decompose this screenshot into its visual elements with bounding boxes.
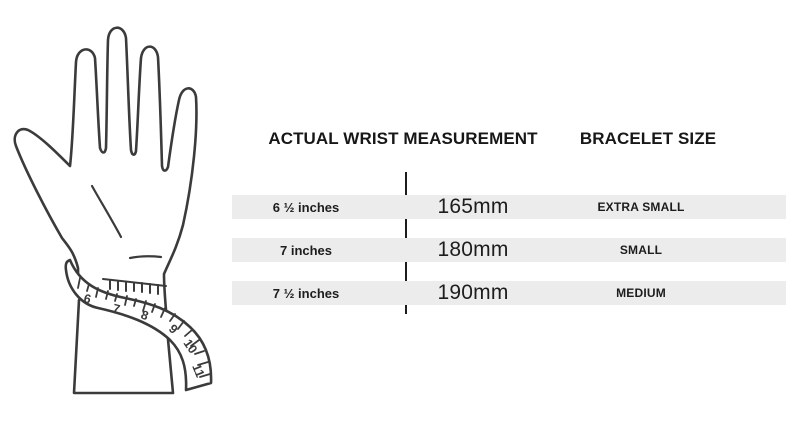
header-actual-wrist-measurement: ACTUAL WRIST MEASUREMENT bbox=[268, 129, 538, 148]
table-row-medium: 7 ½ inches 190mm MEDIUM bbox=[232, 281, 786, 305]
tape-number-11: 11 bbox=[189, 362, 207, 380]
bracelet-size-value: SMALL bbox=[619, 243, 663, 257]
palm-crease bbox=[90, 184, 123, 239]
wrist-mm-value: 165mm bbox=[437, 195, 509, 218]
wrist-mm-value: 190mm bbox=[437, 281, 509, 304]
tape-number-10: 10 bbox=[181, 337, 200, 356]
tape-tick-marks bbox=[77, 277, 211, 378]
wrist-inches-value: 7 inches bbox=[279, 242, 333, 258]
header-bracelet-size: BRACELET SIZE bbox=[579, 129, 717, 148]
wrist-inches-value: 6 ½ inches bbox=[272, 199, 340, 215]
wrist-crease bbox=[128, 255, 163, 260]
tape-number-8: 8 bbox=[139, 308, 150, 324]
table-row-extra-small: 6 ½ inches 165mm EXTRA SMALL bbox=[232, 195, 786, 219]
tape-number-7: 7 bbox=[111, 301, 121, 316]
table-row-small: 7 inches 180mm SMALL bbox=[232, 238, 786, 262]
tape-number-6: 6 bbox=[82, 291, 92, 306]
measuring-tape-band bbox=[64, 258, 213, 392]
wrist-inches-value: 7 ½ inches bbox=[272, 285, 340, 301]
hand-measuring-tape-illustration: 6 7 8 9 10 11 bbox=[0, 0, 230, 427]
hand-outline bbox=[13, 26, 198, 312]
tape-back-strip bbox=[102, 278, 167, 295]
bracelet-size-value: EXTRA SMALL bbox=[597, 200, 685, 214]
hand-illustration-svg: 6 7 8 9 10 11 bbox=[13, 26, 213, 395]
wrist-mm-value: 180mm bbox=[437, 238, 509, 261]
bracelet-size-value: MEDIUM bbox=[616, 286, 666, 300]
